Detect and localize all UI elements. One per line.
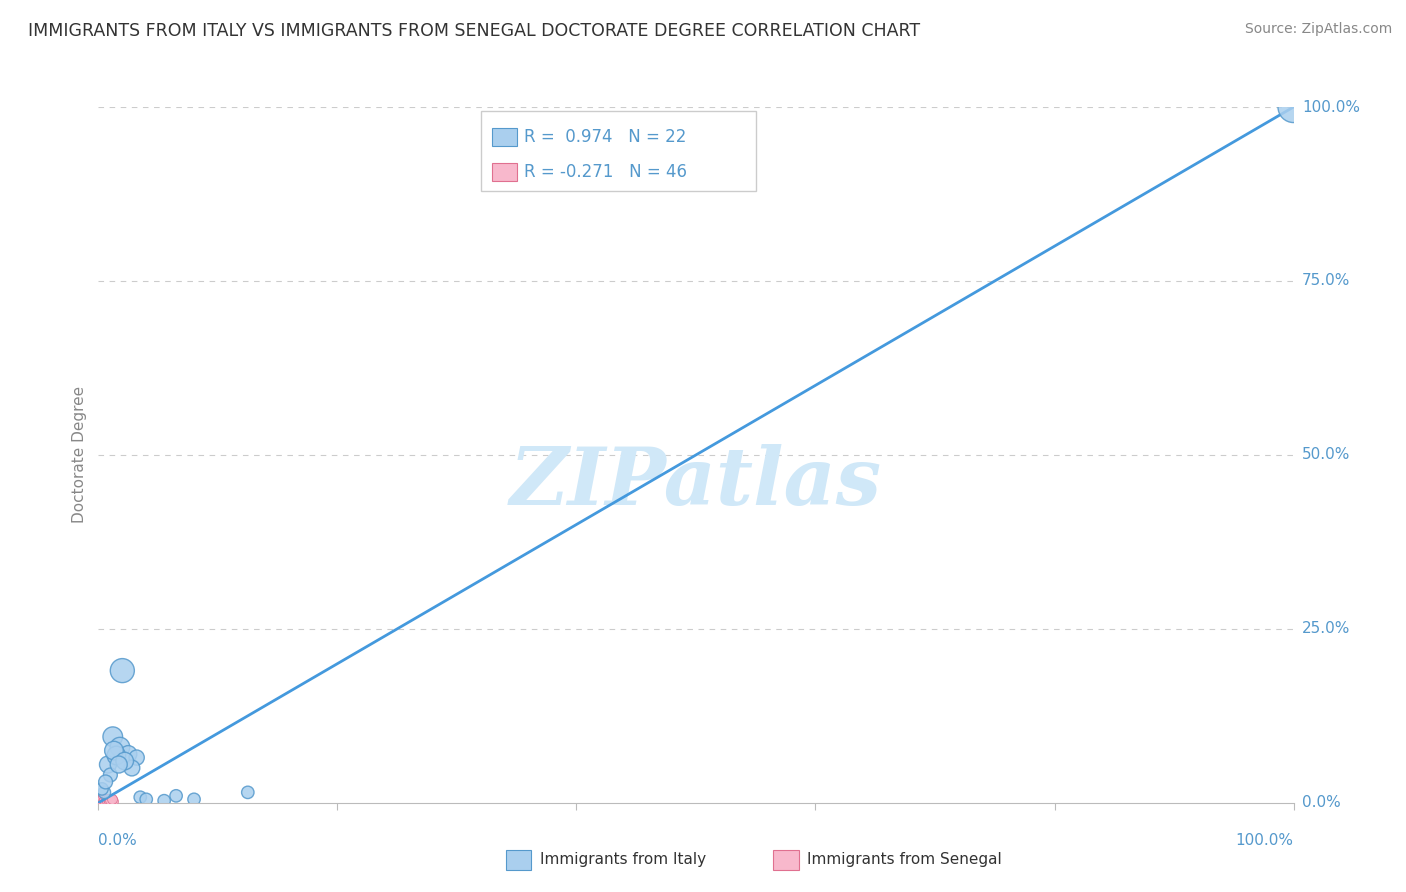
- Point: [101, 730, 124, 744]
- Point: [96, 794, 118, 808]
- Point: [105, 748, 128, 763]
- Point: [94, 794, 117, 808]
- Y-axis label: Doctorate Degree: Doctorate Degree: [72, 386, 87, 524]
- Text: 0.0%: 0.0%: [98, 833, 138, 848]
- Point: [90, 794, 112, 808]
- Point: [94, 793, 117, 807]
- Point: [93, 794, 115, 808]
- Point: [125, 750, 148, 764]
- Point: [97, 794, 120, 808]
- Point: [93, 791, 115, 805]
- Text: Immigrants from Italy: Immigrants from Italy: [540, 853, 706, 867]
- Point: [93, 792, 115, 806]
- Point: [98, 791, 121, 805]
- Point: [1282, 100, 1305, 114]
- Text: Immigrants from Senegal: Immigrants from Senegal: [807, 853, 1002, 867]
- Point: [93, 794, 115, 808]
- Point: [89, 793, 111, 807]
- Point: [93, 785, 115, 799]
- Point: [94, 791, 117, 805]
- Point: [96, 791, 118, 805]
- Point: [100, 793, 122, 807]
- Point: [87, 794, 110, 808]
- Text: 0.0%: 0.0%: [1302, 796, 1340, 810]
- Text: 75.0%: 75.0%: [1302, 274, 1350, 288]
- Point: [91, 794, 114, 808]
- Point: [98, 794, 121, 808]
- Point: [165, 789, 187, 803]
- Point: [97, 792, 120, 806]
- Point: [111, 664, 134, 678]
- Point: [100, 794, 122, 808]
- Point: [91, 794, 114, 808]
- Point: [89, 792, 111, 806]
- Point: [114, 754, 136, 768]
- Point: [101, 794, 124, 808]
- Point: [117, 747, 139, 761]
- Point: [129, 790, 152, 805]
- Point: [98, 768, 122, 782]
- Point: [103, 744, 125, 758]
- Text: R =  0.974   N = 22: R = 0.974 N = 22: [524, 128, 686, 146]
- Point: [108, 740, 131, 755]
- Point: [96, 792, 118, 806]
- Point: [96, 793, 118, 807]
- Point: [101, 792, 124, 806]
- Point: [101, 794, 124, 808]
- Text: 50.0%: 50.0%: [1302, 448, 1350, 462]
- Point: [90, 791, 112, 805]
- Point: [93, 793, 115, 807]
- Point: [98, 794, 121, 808]
- Point: [94, 775, 117, 789]
- Point: [135, 792, 157, 806]
- Point: [91, 793, 114, 807]
- Text: IMMIGRANTS FROM ITALY VS IMMIGRANTS FROM SENEGAL DOCTORATE DEGREE CORRELATION CH: IMMIGRANTS FROM ITALY VS IMMIGRANTS FROM…: [28, 22, 921, 40]
- Point: [100, 791, 122, 805]
- Point: [96, 794, 118, 808]
- Text: 100.0%: 100.0%: [1236, 833, 1294, 848]
- Point: [97, 757, 120, 772]
- Point: [97, 792, 120, 806]
- Text: 25.0%: 25.0%: [1302, 622, 1350, 636]
- Point: [94, 791, 117, 805]
- Text: R = -0.271   N = 46: R = -0.271 N = 46: [524, 163, 688, 181]
- Point: [90, 794, 112, 808]
- Point: [97, 793, 120, 807]
- Point: [90, 793, 112, 807]
- Point: [153, 794, 176, 808]
- Point: [89, 793, 111, 807]
- Point: [107, 757, 129, 772]
- Point: [98, 793, 122, 807]
- Point: [236, 785, 259, 799]
- Point: [183, 792, 205, 806]
- Point: [91, 781, 114, 796]
- Text: ZIPatlas: ZIPatlas: [510, 444, 882, 522]
- Point: [89, 794, 111, 808]
- Point: [97, 794, 120, 808]
- Point: [91, 792, 114, 806]
- Point: [98, 792, 121, 806]
- Point: [91, 792, 114, 806]
- Text: 100.0%: 100.0%: [1302, 100, 1360, 114]
- Point: [100, 791, 122, 805]
- Point: [90, 794, 112, 808]
- Text: Source: ZipAtlas.com: Source: ZipAtlas.com: [1244, 22, 1392, 37]
- Point: [121, 761, 143, 775]
